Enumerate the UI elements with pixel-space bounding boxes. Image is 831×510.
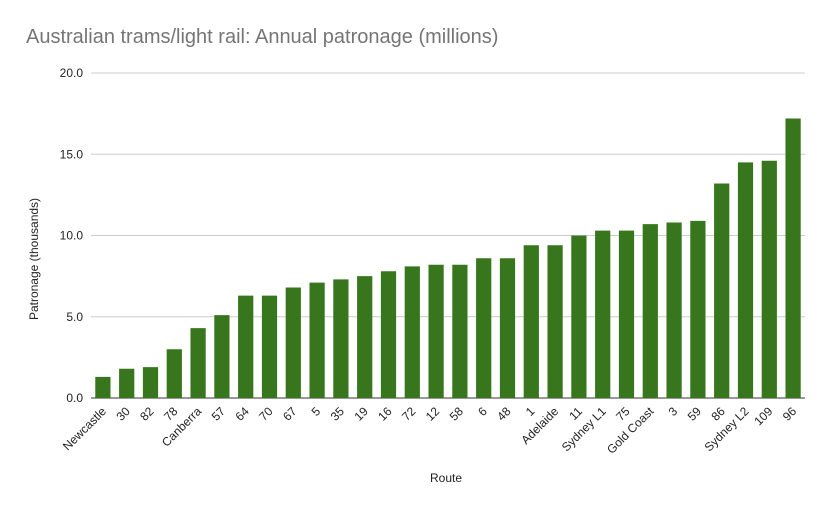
x-tick-label: 16: [375, 404, 395, 424]
bar: [142, 367, 159, 399]
bars: [95, 118, 801, 399]
x-tick-label: 1: [523, 404, 538, 419]
x-tick-label: 57: [209, 404, 229, 424]
x-tick-label: Sydney L1: [559, 404, 609, 454]
x-tick-label: Gold Coast: [604, 404, 657, 457]
y-tick-label: 10.0: [60, 229, 84, 243]
bar: [309, 282, 325, 399]
y-axis-title: Patronage (thousands): [27, 198, 41, 320]
x-tick-label: Sydney L2: [702, 404, 752, 454]
x-tick-label: 35: [328, 404, 348, 424]
y-tick-label: 0.0: [66, 391, 83, 405]
x-axis-title: Route: [430, 471, 462, 485]
bar: [238, 295, 254, 399]
bar: [333, 279, 349, 399]
bar: [476, 258, 492, 398]
bar: [452, 264, 468, 398]
bar: [190, 328, 206, 399]
bar: [285, 287, 301, 398]
bar: [714, 183, 730, 398]
bar: [642, 224, 658, 398]
bar: [119, 368, 135, 398]
bar: [214, 315, 230, 399]
x-tick-label: 6: [475, 404, 490, 419]
bar: [571, 235, 587, 398]
x-tick-label: 19: [351, 404, 371, 424]
y-tick-labels: 0.0 5.0 10.0 15.0 20.0: [60, 66, 84, 405]
bar: [595, 230, 611, 399]
bar: [618, 230, 635, 399]
x-tick-label: 72: [399, 404, 419, 424]
bar: [357, 276, 373, 399]
bar: [261, 295, 278, 399]
x-tick-label: 48: [494, 404, 514, 424]
gridlines: [91, 72, 805, 399]
bar: [690, 220, 706, 399]
y-tick-label: 5.0: [66, 310, 83, 324]
bar: [666, 222, 682, 398]
bar: [737, 162, 754, 399]
bar: [95, 376, 111, 399]
y-tick-label: 15.0: [60, 147, 84, 161]
x-tick-label: 82: [137, 404, 157, 424]
x-tick-label: 70: [256, 404, 276, 424]
x-tick-label: 5: [309, 404, 324, 419]
bar: [785, 118, 801, 398]
bar: [380, 271, 397, 398]
x-tick-label: 109: [751, 404, 775, 428]
chart-title: Australian trams/light rail: Annual patr…: [26, 26, 499, 48]
x-tick-label: 58: [447, 404, 467, 424]
x-tick-label: 64: [232, 404, 252, 424]
x-tick-label: 59: [685, 404, 705, 424]
x-tick-label: 67: [280, 404, 300, 424]
x-tick-label: Newcastle: [60, 404, 109, 453]
bar: [428, 264, 444, 398]
bar: [523, 245, 539, 398]
y-tick-label: 20.0: [60, 66, 84, 80]
bar: [404, 266, 420, 399]
x-tick-label: 30: [113, 404, 133, 424]
bar: [499, 258, 516, 398]
bar: [761, 160, 777, 398]
bar: [547, 245, 563, 398]
x-tick-label: 12: [423, 404, 443, 424]
x-tick-label: 3: [666, 404, 681, 419]
x-tick-label: 96: [780, 404, 800, 424]
bar: [166, 349, 182, 398]
